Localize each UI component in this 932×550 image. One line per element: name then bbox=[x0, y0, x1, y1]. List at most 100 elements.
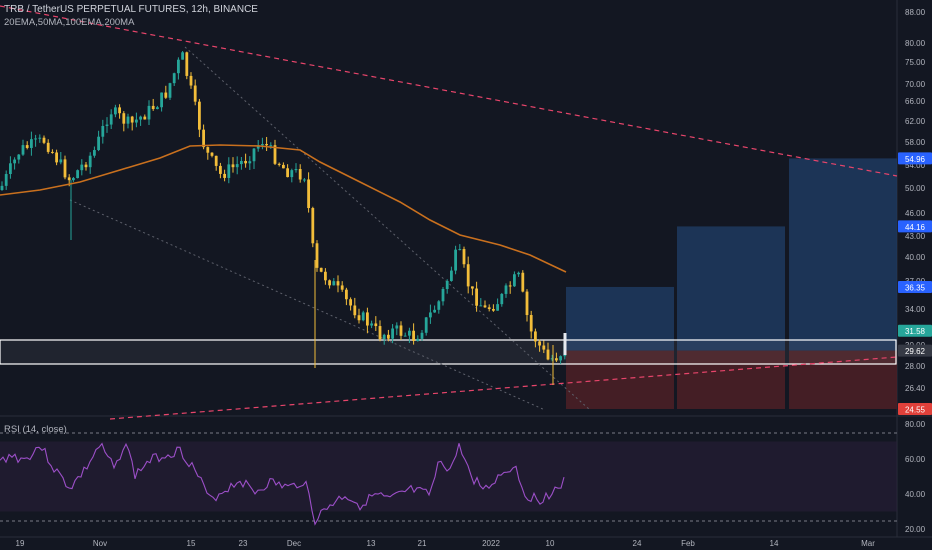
candle-body bbox=[25, 145, 29, 148]
price-tag-label: 54.96 bbox=[905, 155, 926, 164]
candle-body bbox=[202, 129, 205, 148]
candle-body bbox=[529, 315, 533, 332]
candle-body bbox=[189, 75, 193, 86]
price-tick-label: 88.00 bbox=[905, 8, 926, 17]
candle-body bbox=[88, 155, 92, 168]
time-tick-label: 13 bbox=[367, 539, 376, 548]
candle-body bbox=[357, 315, 361, 321]
price-tick-label: 58.00 bbox=[905, 138, 926, 147]
candle-body bbox=[508, 285, 512, 287]
candle-body bbox=[559, 356, 562, 361]
price-tick-label: 26.40 bbox=[905, 384, 926, 393]
candle-body bbox=[139, 116, 142, 120]
candle-body bbox=[135, 119, 138, 123]
candle-body bbox=[307, 179, 310, 209]
candle-body bbox=[21, 145, 25, 155]
candle-body bbox=[38, 137, 42, 139]
candle-body bbox=[441, 288, 445, 302]
candle-body bbox=[353, 305, 357, 316]
candle-body bbox=[521, 272, 525, 292]
candle-body bbox=[80, 164, 84, 171]
candle-body bbox=[261, 144, 264, 146]
candle-body bbox=[487, 307, 491, 310]
price-tag bbox=[898, 403, 932, 415]
candle-body bbox=[206, 147, 210, 153]
candle-body bbox=[9, 163, 12, 175]
candle-body bbox=[387, 334, 390, 339]
time-tick-label: Dec bbox=[287, 539, 301, 548]
candle-body bbox=[105, 124, 109, 126]
candle-body bbox=[324, 271, 327, 281]
candle-body bbox=[294, 169, 298, 171]
candle-body bbox=[290, 170, 294, 178]
trendline-resistance bbox=[0, 5, 898, 177]
candle-body bbox=[30, 139, 33, 148]
candle-body bbox=[471, 286, 474, 289]
trendline-support bbox=[109, 356, 898, 420]
candle-body bbox=[546, 349, 550, 360]
price-tick-label: 50.00 bbox=[905, 184, 926, 193]
candle-body bbox=[72, 178, 75, 181]
candle-body bbox=[46, 142, 50, 152]
price-tick-label: 46.00 bbox=[905, 209, 926, 218]
candle-body bbox=[315, 243, 319, 268]
candle-body bbox=[244, 160, 247, 164]
candle-body bbox=[126, 116, 130, 124]
price-tick-label: 75.00 bbox=[905, 58, 926, 67]
rsi-tick-label: 60.00 bbox=[905, 455, 926, 464]
price-tick-label: 66.00 bbox=[905, 97, 926, 106]
price-tag-label: 31.58 bbox=[905, 327, 926, 336]
candle-body bbox=[542, 345, 546, 350]
candle-body bbox=[286, 168, 289, 178]
candle-body bbox=[466, 264, 470, 287]
candle-body bbox=[416, 338, 420, 341]
price-tick-label: 70.00 bbox=[905, 80, 926, 89]
candle-body bbox=[130, 116, 134, 123]
stop-zone bbox=[566, 350, 674, 409]
candle-body bbox=[408, 330, 411, 336]
candle-body bbox=[256, 145, 260, 149]
candle-body bbox=[97, 136, 100, 151]
price-tag bbox=[898, 324, 932, 337]
candle-body bbox=[517, 272, 520, 275]
candle-body bbox=[538, 341, 541, 346]
candle-body bbox=[231, 164, 235, 168]
candle-body bbox=[475, 288, 478, 306]
candle-body bbox=[412, 330, 415, 341]
candle-body bbox=[399, 325, 403, 336]
candle-body bbox=[114, 107, 117, 115]
candle-body bbox=[366, 312, 369, 326]
candle-body bbox=[378, 326, 382, 340]
price-tick-label: 34.00 bbox=[905, 305, 926, 314]
time-tick-label: Feb bbox=[681, 539, 695, 548]
candle-body bbox=[252, 148, 256, 162]
candle-body bbox=[214, 155, 218, 166]
price-tag bbox=[898, 220, 932, 233]
candle-body bbox=[118, 107, 121, 114]
price-tag-label: 29.62 bbox=[905, 347, 926, 356]
rsi-band bbox=[0, 441, 897, 512]
ma-line bbox=[0, 144, 567, 273]
candle-body bbox=[269, 145, 273, 147]
candle-body bbox=[235, 164, 239, 168]
time-tick-label: 14 bbox=[770, 539, 779, 548]
candle-body bbox=[17, 154, 21, 160]
target-zone-3 bbox=[789, 158, 897, 351]
candle-body bbox=[122, 113, 126, 124]
candle-body bbox=[210, 152, 214, 156]
candle-body bbox=[93, 150, 96, 156]
time-tick-label: 21 bbox=[418, 539, 427, 548]
candle-body bbox=[550, 358, 554, 360]
candle-body bbox=[151, 105, 155, 110]
target-zone-2 bbox=[677, 226, 785, 351]
candle-body bbox=[42, 137, 46, 143]
candle-body bbox=[374, 323, 378, 327]
candle-body bbox=[84, 164, 88, 168]
candle-body bbox=[311, 208, 315, 244]
candle-body bbox=[198, 101, 201, 130]
candle-body bbox=[193, 85, 197, 102]
rsi-tick-label: 20.00 bbox=[905, 525, 926, 534]
candle-body bbox=[445, 280, 449, 289]
candle-body bbox=[525, 291, 529, 316]
